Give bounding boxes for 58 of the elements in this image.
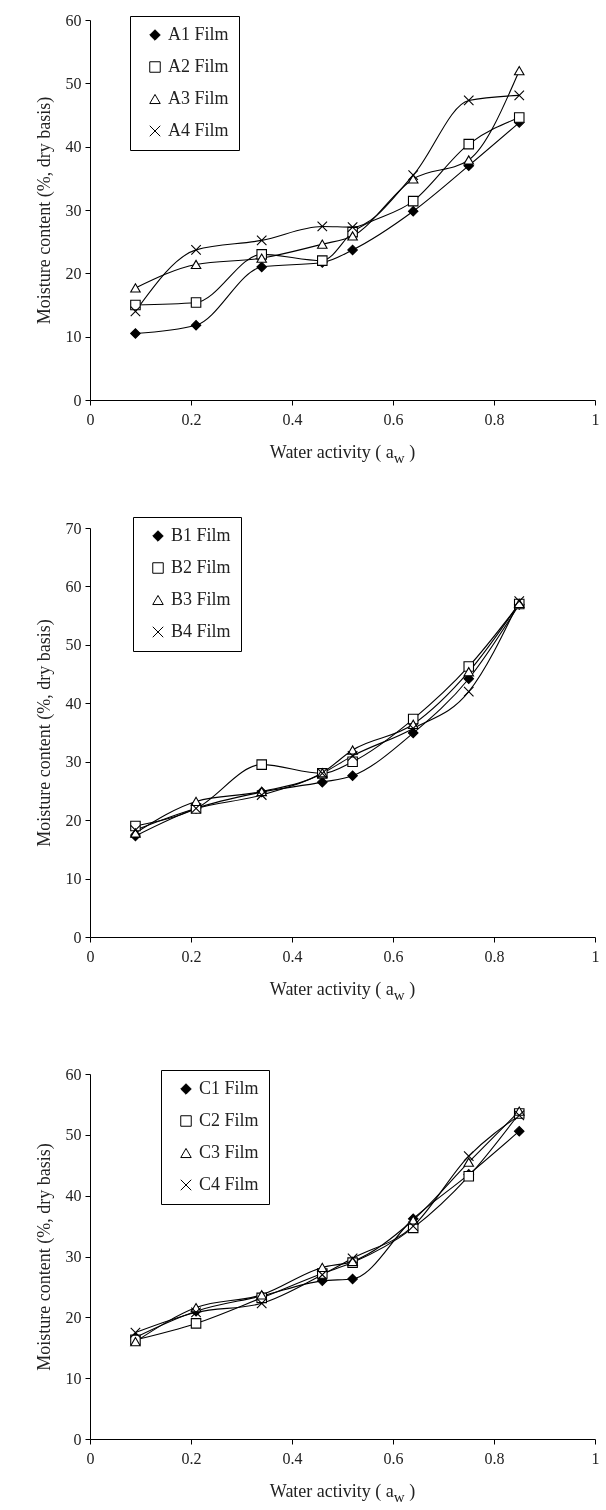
legend-label: B1 Film [171,525,231,545]
y-tick-label: 40 [65,1187,82,1205]
y-tick-label: 10 [65,1369,82,1387]
y-tick-label: 10 [65,328,82,346]
y-tick-label: 50 [65,1126,82,1144]
x-axis-title: Water activity ( a$_{w}$ ) [268,1481,417,1506]
y-tick-label: 60 [65,11,82,29]
legend-label: C4 Film [199,1174,259,1194]
x-tick-label: 0.2 [181,410,202,428]
y-tick-label: 40 [65,138,82,156]
y-tick-label: 20 [65,811,82,829]
x-tick-label: 0.2 [181,947,202,965]
legend-label: B3 Film [171,589,231,609]
legend-label: A1 Film [168,24,229,44]
legend-label: A3 Film [168,88,229,108]
y-tick-label: 30 [65,1248,82,1265]
y-tick-label: 0 [73,1430,82,1448]
y-tick-label: 20 [65,1308,82,1326]
y-axis-title: Moisture content (%, dry basis) [33,619,55,847]
x-axis-title: Water activity ( a$_{w}$ ) [268,442,417,467]
y-tick-label: 70 [65,519,82,537]
legend-label: B4 Film [171,621,231,641]
x-tick-label: 1 [591,1449,600,1467]
y-tick-label: 0 [73,391,82,409]
legend-label: B2 Film [171,557,231,577]
y-tick-label: 60 [65,1065,82,1083]
y-tick-label: 50 [65,636,82,654]
y-tick-label: 0 [73,928,82,946]
y-tick-label: 40 [65,694,82,712]
x-tick-label: 0.8 [484,1449,505,1467]
y-tick-label: 30 [65,201,82,219]
y-axis-title: Moisture content (%, dry basis) [33,96,55,325]
x-tick-label: 0 [86,1449,95,1467]
x-tick-label: 0.6 [383,947,404,965]
legend-label: A4 Film [168,120,229,140]
x-tick-label: 0 [86,947,95,965]
x-tick-label: 0 [86,410,95,428]
x-tick-label: 0.8 [484,410,505,428]
x-tick-label: 0.2 [181,1449,202,1467]
x-tick-label: 0.4 [282,410,303,428]
x-tick-label: 1 [591,947,600,965]
legend-label: C2 Film [199,1110,259,1130]
y-axis-title: Moisture content (%, dry basis) [33,1143,55,1371]
y-tick-label: 10 [65,870,82,888]
x-axis-title: Water activity ( a$_{w}$ ) [268,979,417,1004]
y-tick-label: 30 [65,753,82,771]
x-tick-label: 0.4 [282,947,303,965]
y-tick-label: 20 [65,264,82,282]
y-tick-label: 60 [65,577,82,595]
legend-label: A2 Film [168,56,229,76]
x-tick-label: 1 [591,410,600,428]
legend-label: C1 Film [199,1078,259,1098]
legend-label: C3 Film [199,1142,259,1162]
x-tick-label: 0.4 [282,1449,303,1467]
x-tick-label: 0.6 [383,410,404,428]
y-tick-label: 50 [65,74,82,92]
x-tick-label: 0.8 [484,947,505,965]
x-tick-label: 0.6 [383,1449,404,1467]
